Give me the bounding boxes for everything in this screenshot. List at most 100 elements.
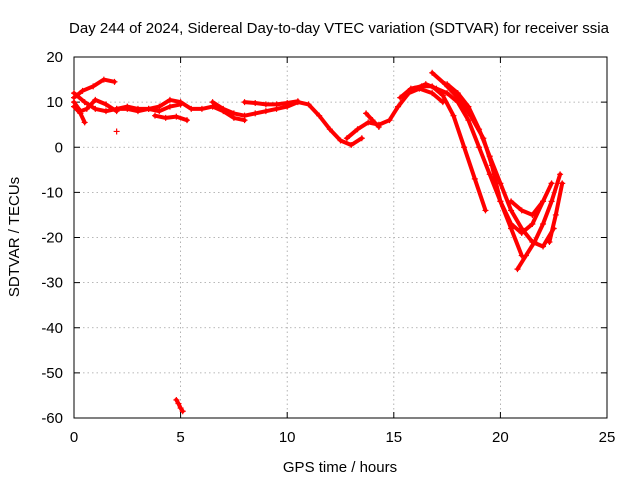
x-axis-title: GPS time / hours bbox=[283, 459, 397, 476]
data-point bbox=[83, 105, 90, 112]
data-point bbox=[540, 220, 547, 227]
data-point bbox=[81, 119, 88, 126]
data-point bbox=[90, 83, 97, 90]
series-arc-9 bbox=[343, 85, 446, 142]
data-point bbox=[559, 180, 566, 187]
data-point bbox=[100, 76, 107, 83]
data-point bbox=[145, 105, 152, 112]
y-tick-label: -20 bbox=[41, 230, 63, 247]
data-point bbox=[369, 117, 376, 124]
data-point bbox=[198, 105, 205, 112]
y-tick-label: 0 bbox=[55, 139, 63, 156]
y-tick-label: 10 bbox=[46, 94, 63, 111]
data-point bbox=[422, 81, 429, 88]
series-arc-1 bbox=[71, 76, 118, 101]
data-point bbox=[363, 110, 370, 117]
data-point bbox=[546, 239, 553, 246]
data-point bbox=[71, 90, 77, 97]
data-point bbox=[113, 105, 120, 112]
y-tick-label: 20 bbox=[46, 49, 63, 66]
data-point bbox=[77, 110, 84, 117]
data-point bbox=[514, 266, 521, 273]
data-point bbox=[397, 94, 404, 101]
series-line bbox=[72, 77, 117, 100]
series-line bbox=[344, 86, 445, 141]
data-point bbox=[450, 112, 457, 119]
data-point bbox=[179, 408, 186, 415]
series-line bbox=[174, 397, 185, 414]
grid-lines bbox=[74, 57, 607, 418]
y-tick-label: -30 bbox=[41, 275, 63, 292]
data-point bbox=[166, 96, 173, 103]
data-point bbox=[220, 105, 227, 112]
data-point bbox=[262, 101, 269, 108]
data-point bbox=[79, 87, 86, 94]
data-point bbox=[476, 126, 483, 133]
data-point bbox=[92, 96, 99, 103]
y-tick-label: -10 bbox=[41, 184, 63, 201]
data-point bbox=[461, 144, 468, 151]
data-point bbox=[156, 103, 163, 110]
data-point bbox=[183, 117, 190, 124]
data-series bbox=[71, 69, 566, 415]
data-point bbox=[173, 396, 180, 403]
data-point bbox=[102, 108, 109, 115]
x-tick-label: 10 bbox=[279, 429, 296, 446]
data-point bbox=[540, 243, 547, 250]
data-point bbox=[471, 175, 478, 182]
data-point bbox=[518, 225, 525, 232]
series-arc-7 bbox=[209, 99, 365, 148]
data-point bbox=[252, 110, 259, 117]
chart-title: Day 244 of 2024, Sidereal Day-to-day VTE… bbox=[69, 20, 610, 37]
data-point bbox=[81, 99, 88, 106]
data-point bbox=[552, 211, 559, 218]
data-point bbox=[548, 198, 555, 205]
data-point bbox=[358, 135, 365, 142]
data-point bbox=[531, 239, 538, 246]
data-point bbox=[412, 85, 419, 92]
data-point bbox=[71, 103, 77, 110]
data-point bbox=[102, 101, 109, 108]
data-point bbox=[486, 171, 493, 178]
series-arc-16 bbox=[508, 180, 555, 218]
data-point bbox=[262, 108, 269, 115]
data-point bbox=[177, 405, 184, 412]
data-point bbox=[540, 198, 547, 205]
data-point bbox=[375, 123, 382, 130]
x-tick-label: 15 bbox=[385, 429, 402, 446]
data-point bbox=[529, 211, 536, 218]
data-point bbox=[348, 141, 355, 148]
data-point bbox=[241, 112, 248, 119]
data-point bbox=[508, 198, 515, 205]
series-arc-10 bbox=[363, 110, 382, 130]
data-point bbox=[241, 99, 248, 106]
data-point bbox=[395, 103, 402, 110]
series-isolated bbox=[113, 128, 120, 135]
data-point bbox=[152, 112, 159, 119]
data-point bbox=[354, 126, 361, 133]
data-point bbox=[252, 100, 259, 107]
data-point bbox=[465, 103, 472, 110]
data-point bbox=[476, 144, 483, 151]
axis-ticks: 0 5 10 15 20 25 20 10 0 -10 -20 -30 -40 -50 -60 bbox=[41, 49, 615, 446]
x-tick-label: 20 bbox=[492, 429, 509, 446]
data-point bbox=[444, 90, 451, 97]
y-tick-label: -50 bbox=[41, 365, 63, 382]
series-arc-8 bbox=[241, 98, 301, 108]
data-point bbox=[124, 105, 131, 112]
data-point bbox=[188, 105, 195, 112]
data-point bbox=[365, 119, 372, 126]
data-point bbox=[337, 137, 344, 144]
data-point bbox=[454, 90, 461, 97]
data-point bbox=[518, 207, 525, 214]
data-point bbox=[497, 198, 504, 205]
data-point bbox=[209, 99, 216, 106]
data-point bbox=[548, 180, 555, 187]
data-point bbox=[444, 81, 451, 88]
data-point bbox=[162, 114, 169, 121]
data-point bbox=[529, 220, 536, 227]
data-point bbox=[134, 108, 141, 115]
data-point bbox=[113, 128, 120, 135]
data-point bbox=[284, 100, 291, 107]
